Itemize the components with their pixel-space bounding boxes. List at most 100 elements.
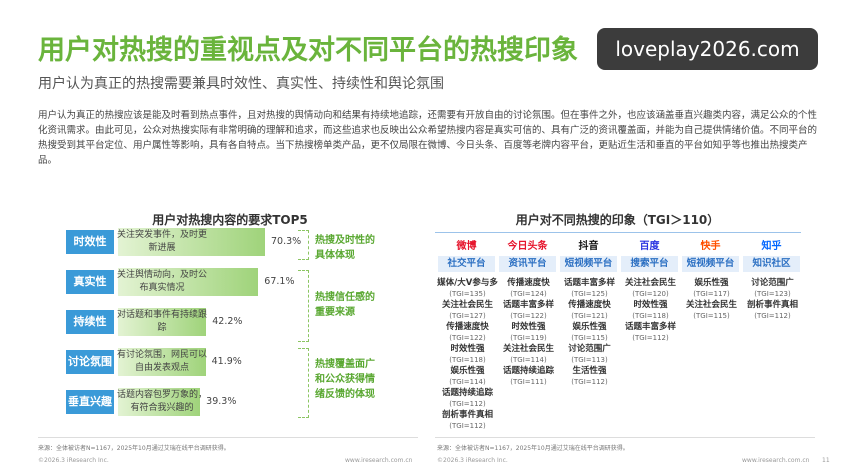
table-cell: 话题丰富多样 (TGI=125) [559,278,620,300]
bar [118,268,259,296]
source-note: 来源：全体被访者N=1167，2025年10月通过艾瑞在线平台调研获得。 [437,445,629,452]
item-name: 传播速度快 [446,322,489,332]
tgi: (TGI=117) [693,290,730,298]
item-name: 剖析事件真相 [441,410,493,420]
table-cell: 时效性强 (TGI=118) [620,300,681,322]
tgi: (TGI=112) [571,378,608,386]
table-cell: 时效性强 (TGI=119) [498,322,559,344]
bar [118,228,265,256]
page-number: 11 [822,457,830,464]
bracket [298,348,309,418]
paragraph: 用户认为真正的热搜应该是能及时看到热点事件，且对热搜的舆情动向和结果有持续地追踪… [38,110,818,166]
bar [118,308,207,336]
tgi: (TGI=125) [571,290,608,298]
table-rule [435,232,801,233]
table-cell: 娱乐性强 (TGI=114) [437,366,498,388]
platform-type: 资讯平台 [499,256,556,272]
bracket [298,230,309,260]
item-name: 娱乐性强 [694,278,729,288]
table-cell: 娱乐性强 (TGI=117) [681,278,742,300]
item-name: 话题持续追踪 [502,366,554,376]
chart-title: 用户对热搜内容的要求TOP5 [152,213,308,227]
tgi: (TGI=115) [571,334,608,342]
table-cell: 关注社会民生 (TGI=120) [620,278,681,300]
bracket [298,270,309,342]
tgi: (TGI=112) [632,334,669,342]
tgi: (TGI=127) [449,312,486,320]
tgi: (TGI=114) [510,356,547,364]
value-label: 42.2% [212,316,243,327]
copyright: ©2026.3 iResearch Inc. [38,457,109,464]
source-note: 来源：全体被访者N=1167，2025年10月通过艾瑞在线平台调研获得。 [38,445,230,452]
category-label: 真实性 [66,270,114,294]
description: 关注突发事件，及时更新进展 [116,230,207,253]
tgi: (TGI=135) [449,290,486,298]
tgi: (TGI=122) [449,334,486,342]
item-name: 传播速度快 [568,300,611,310]
tgi: (TGI=122) [510,312,547,320]
tgi: (TGI=124) [510,290,547,298]
item-name: 生活性强 [572,366,607,376]
tgi: (TGI=119) [510,334,547,342]
category-label: 垂直兴趣 [66,390,114,414]
description: 对话题和事件有持续跟踪 [116,310,207,333]
watermark: loveplay2026.com [597,28,818,70]
item-name: 剖析事件真相 [746,300,798,310]
category-label: 时效性 [66,230,114,254]
item-name: 讨论范围广 [568,344,611,354]
platform-name: 百度 [639,241,660,252]
item-name: 话题丰富多样 [624,322,676,332]
tgi: (TGI=112) [449,400,486,408]
category-label: 持续性 [66,310,114,334]
platform-name: 抖音 [578,241,599,252]
platform-type: 知识社区 [743,256,800,272]
subtitle: 用户认为真正的热搜需要兼具时效性、真实性、持续性和舆论氛围 [38,76,444,92]
bar [118,388,201,416]
annotation: 热搜覆盖面广和公众获得情绪反馈的体现 [315,359,375,400]
description: 有讨论氛围，网民可以自由发表观点 [116,350,207,373]
description: 话题内容包罗万象的，有符合我兴趣的 [116,390,207,413]
tgi: (TGI=118) [632,312,669,320]
table-cell: 媒体/大V参与多 (TGI=135) [437,278,498,300]
tgi: (TGI=113) [571,356,608,364]
tgi: (TGI=121) [571,312,608,320]
tgi: (TGI=111) [510,378,547,386]
item-name: 时效性强 [450,344,485,354]
item-name: 关注社会民生 [441,300,493,310]
table-cell: 传播速度快 (TGI=121) [559,300,620,322]
platform-name: 今日头条 [507,241,548,252]
platform-name: 快手 [700,241,721,252]
value-label: 39.3% [206,396,237,407]
copyright: ©2026.3 iResearch Inc. [437,457,508,464]
item-name: 时效性强 [633,300,668,310]
slide-title: 用户对热搜的重视点及对不同平台的热搜印象 [38,35,578,66]
item-name: 关注社会民生 [624,278,676,288]
platform-name: 知乎 [761,241,782,252]
table-cell: 关注社会民生 (TGI=115) [681,300,742,322]
item-name: 话题丰富多样 [563,278,615,288]
table-cell: 话题丰富多样 (TGI=112) [620,322,681,344]
platform-name: 微博 [456,241,477,252]
item-name: 关注社会民生 [502,344,554,354]
item-name: 娱乐性强 [450,366,485,376]
table-cell: 关注社会民生 (TGI=127) [437,300,498,322]
category-label: 讨论氛围 [66,350,114,374]
website: www.iresearch.com.cn [345,457,413,464]
table-cell: 时效性强 (TGI=118) [437,344,498,366]
tgi: (TGI=115) [693,312,730,320]
item-name: 时效性强 [511,322,546,332]
footer-rule [38,437,418,438]
platform-type: 短视频平台 [682,256,739,272]
platform-type: 社交平台 [438,256,495,272]
tgi: (TGI=112) [449,422,486,430]
table-cell: 娱乐性强 (TGI=115) [559,322,620,344]
table-cell: 传播速度快 (TGI=124) [498,278,559,300]
annotation: 热搜及时性的具体体现 [315,235,375,261]
tgi: (TGI=112) [754,312,791,320]
table-cell: 关注社会民生 (TGI=114) [498,344,559,366]
platform-type: 短视频平台 [560,256,617,272]
value-label: 67.1% [264,276,295,287]
tgi: (TGI=120) [632,290,669,298]
table-cell: 剖析事件真相 (TGI=112) [437,410,498,432]
